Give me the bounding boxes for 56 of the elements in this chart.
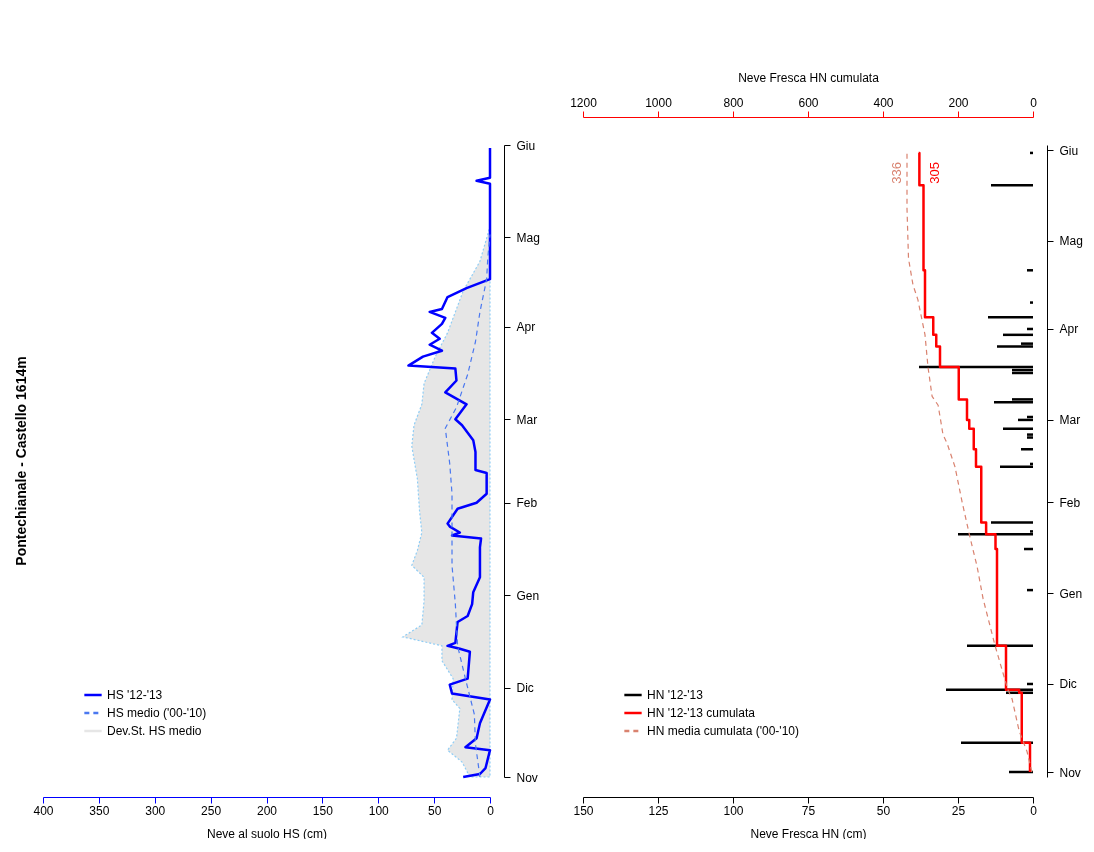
y-tick-label: Mag [1059, 234, 1083, 249]
y-tick-label: Gen [1059, 586, 1083, 601]
x2-tick-label: 200 [948, 95, 969, 110]
annotation: 336 [889, 162, 904, 184]
legend-label: Dev.St. HS medio [107, 724, 202, 738]
bar [1003, 427, 1033, 430]
bar [1030, 301, 1033, 304]
y-tick-label: Feb [1059, 495, 1081, 510]
x-tick-label: 75 [801, 803, 816, 818]
y-tick-label: Nov [1059, 765, 1081, 780]
y-tick-label: Dic [1059, 677, 1077, 692]
bar [991, 521, 1033, 524]
y-tick-label: Dic [516, 681, 534, 696]
y-tick-label: Gen [516, 588, 540, 603]
y-tick-label: Feb [516, 496, 538, 511]
text: Pontechianale - Castello 1614m [12, 356, 29, 566]
x-tick-label: 150 [312, 803, 334, 818]
bar [994, 401, 1033, 404]
x-tick-label: 50 [427, 803, 442, 818]
x-tick-label: 300 [145, 803, 166, 818]
x2-tick-label: 600 [798, 95, 819, 110]
x-tick-label: 400 [33, 803, 54, 818]
y-tick-label: Giu [516, 138, 536, 153]
y-tick-label: Mar [516, 412, 538, 427]
x2-tick-label: 0 [1030, 95, 1038, 110]
x-tick-label: 25 [951, 803, 966, 818]
x-tick-label: 0 [487, 803, 495, 818]
x-tick-label: 250 [201, 803, 222, 818]
bar [997, 345, 1033, 348]
y-tick-label: Apr [1059, 322, 1079, 337]
bar [1027, 269, 1033, 272]
legend-label: HN '12-'13 [647, 688, 704, 702]
bar [1021, 448, 1033, 451]
x-tick-label: 50 [876, 803, 891, 818]
y-tick-label: Mag [516, 230, 540, 245]
x2-tick-label: 1000 [645, 95, 673, 110]
y-tick-label: Nov [516, 770, 538, 785]
x-tick-label: 0 [1030, 803, 1038, 818]
x-tick-label: 150 [573, 803, 594, 818]
x-tick-label: 100 [723, 803, 744, 818]
x-tick-label: 200 [256, 803, 278, 818]
x2-axis-title: Neve Fresca HN cumulata [738, 70, 880, 85]
legend-label: HN '12-'13 cumulata [647, 706, 756, 720]
legend-label: HS '12-'13 [107, 688, 163, 702]
x-tick-label: 125 [648, 803, 669, 818]
x2-tick-label: 1200 [570, 95, 598, 110]
annotation: 305 [926, 162, 942, 184]
legend-label: HS medio ('00-'10) [107, 706, 207, 720]
y-tick-label: Apr [516, 320, 536, 335]
x2-tick-label: 800 [723, 95, 744, 110]
y-tick-label: Giu [1059, 143, 1079, 158]
legend-label: HN media cumulata ('00-'10) [647, 724, 799, 738]
y-tick-label: Mar [1059, 413, 1081, 428]
x2-tick-label: 400 [873, 95, 894, 110]
x-tick-label: 350 [89, 803, 110, 818]
x-tick-label: 100 [368, 803, 390, 818]
